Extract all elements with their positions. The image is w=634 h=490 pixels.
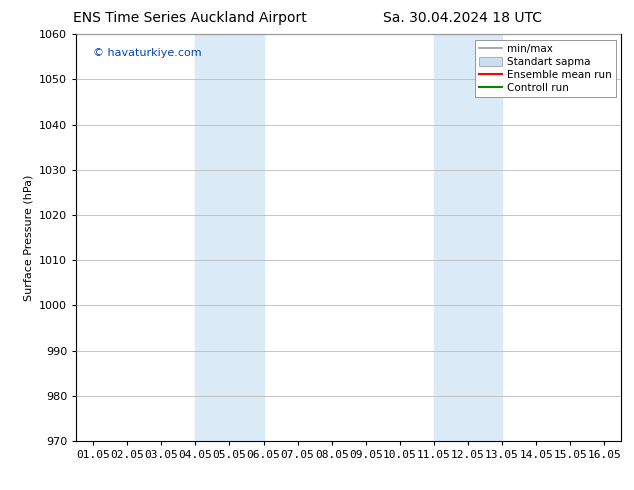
Text: © havaturkiye.com: © havaturkiye.com — [93, 48, 202, 58]
Bar — [434, 34, 502, 441]
Bar — [195, 34, 264, 441]
Text: Sa. 30.04.2024 18 UTC: Sa. 30.04.2024 18 UTC — [384, 11, 542, 25]
Legend: min/max, Standart sapma, Ensemble mean run, Controll run: min/max, Standart sapma, Ensemble mean r… — [475, 40, 616, 97]
Text: ENS Time Series Auckland Airport: ENS Time Series Auckland Airport — [74, 11, 307, 25]
Y-axis label: Surface Pressure (hPa): Surface Pressure (hPa) — [23, 174, 34, 301]
